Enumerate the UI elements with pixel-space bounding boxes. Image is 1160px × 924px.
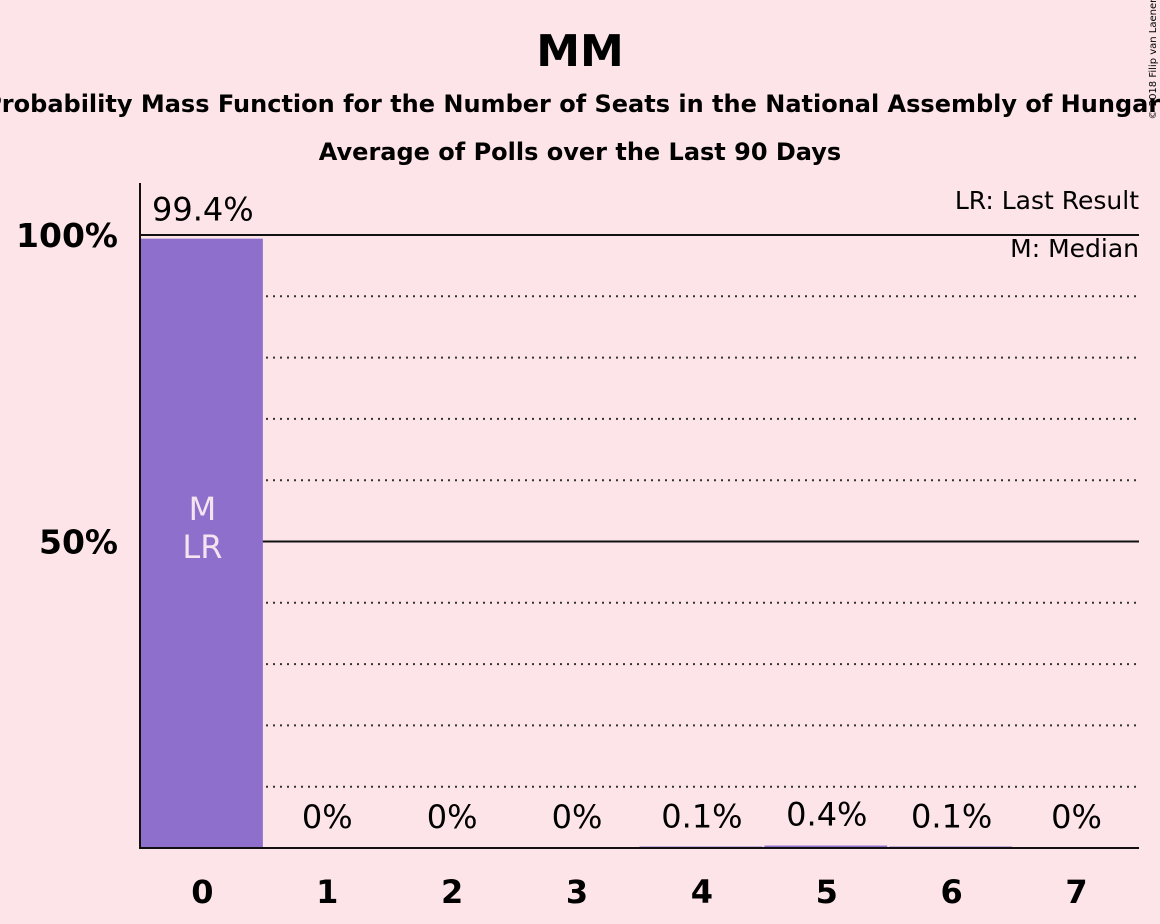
- x-tick-label: 7: [1065, 873, 1087, 911]
- x-tick-label: 3: [566, 873, 588, 911]
- chart-title: MM: [536, 26, 624, 77]
- last-result-marker: LR: [182, 528, 222, 566]
- data-label-seats-0: 99.4%: [152, 191, 254, 229]
- data-label-seats-2: 0%: [427, 798, 478, 836]
- data-label-seats-7: 0%: [1051, 798, 1102, 836]
- legend-last-result: LR: Last Result: [955, 186, 1139, 215]
- x-tick-label: 2: [441, 873, 463, 911]
- chart-subtitle-2: Average of Polls over the Last 90 Days: [319, 138, 841, 166]
- bar-seats-5: [764, 845, 888, 848]
- data-labels: 99.4% MLR 0% 0% 0% 0.1% 0.4% 0.1% 0%: [152, 191, 1102, 836]
- y-tick-label: 100%: [16, 216, 118, 255]
- axes: 100% 50% 0 1 2 3 4 5 6 7: [16, 183, 1139, 911]
- x-tick-label: 6: [941, 873, 963, 911]
- bars: [140, 238, 1013, 849]
- data-label-seats-4: 0.1%: [661, 797, 742, 835]
- gridlines: [140, 234, 1139, 788]
- x-tick-label: 4: [691, 873, 713, 911]
- bar-seats-0: [140, 238, 263, 849]
- x-tick-label: 5: [816, 873, 838, 911]
- chart-subtitle: Probability Mass Function for the Number…: [0, 90, 1160, 118]
- legend: LR: Last Result M: Median: [955, 186, 1139, 263]
- copyright-notice: © 2018 Filip van Laenen: [1148, 0, 1159, 119]
- median-marker: M: [189, 490, 217, 528]
- data-label-seats-5: 0.4%: [786, 796, 867, 834]
- data-label-seats-6: 0.1%: [911, 797, 992, 835]
- data-label-seats-1: 0%: [302, 798, 353, 836]
- x-tick-label: 0: [191, 873, 213, 911]
- data-label-seats-3: 0%: [552, 798, 603, 836]
- legend-median: M: Median: [1010, 234, 1139, 263]
- x-tick-label: 1: [316, 873, 338, 911]
- y-tick-label: 50%: [39, 523, 118, 562]
